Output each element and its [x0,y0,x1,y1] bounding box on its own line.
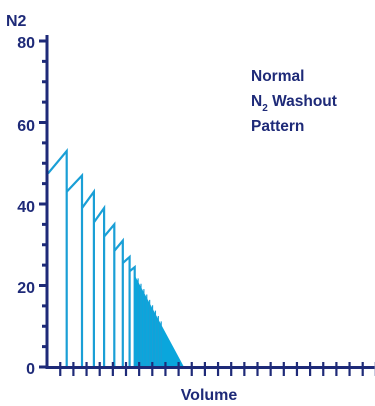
breath-trace-7 [122,254,131,367]
y-tick-minor-35 [42,222,47,226]
y-tick-label-80: 80 [17,35,35,52]
x-tick-1 [59,362,62,376]
axis-layer [39,35,375,376]
breath-trace-4 [93,204,106,367]
x-tick-5 [111,362,114,376]
x-tick-16 [256,362,259,376]
y-tick-label-60: 60 [17,118,35,135]
x-tick-10 [177,362,180,376]
y-tick-minor-55 [42,141,47,145]
y-tick-minor-50 [42,161,47,165]
annotation-washout: Washout [268,93,337,110]
y-tick-minor-70 [42,80,47,84]
breath-trace-6 [113,237,124,367]
y-tick-minor-65 [42,100,47,104]
x-tick-8 [151,362,154,376]
annotation-line-1: Normal [251,68,304,85]
y-tick-major-40 [39,202,47,206]
annotation-line-2: N2 Washout [251,93,337,114]
x-tick-24 [361,362,364,376]
x-tick-3 [85,362,88,376]
x-tick-18 [282,362,285,376]
y-axis-title: N2 [6,13,27,30]
x-tick-7 [138,362,141,376]
x-tick-11 [190,362,193,376]
x-tick-23 [348,362,351,376]
breath-trace-1 [47,147,68,367]
y-tick-major-20 [39,284,47,287]
y-tick-minor-45 [42,182,47,186]
annotation-n: N [251,93,262,110]
y-tick-major-80 [39,39,47,43]
decay-fill-area [134,275,184,367]
x-tick-13 [216,362,220,376]
x-tick-4 [98,362,101,376]
y-tick-label-20: 20 [17,280,35,297]
annotation-line-3: Pattern [251,118,304,135]
y-tick-minor-5 [42,345,47,349]
x-tick-19 [295,362,299,376]
breath-trace-3 [81,188,96,367]
x-tick-22 [335,362,338,376]
y-tick-major-0 [39,365,47,369]
breath-trace-5 [103,221,116,367]
x-axis-title: Volume [181,387,238,404]
x-tick-20 [309,362,312,376]
annotation-subscript: 2 [262,103,268,114]
x-tick-21 [322,362,325,376]
x-tick-12 [203,362,206,376]
y-tick-minor-25 [42,263,47,267]
y-tick-major-60 [39,121,47,124]
x-tick-15 [243,362,246,376]
x-tick-9 [164,362,167,376]
breath-trace-2 [65,172,84,367]
y-tick-minor-75 [42,59,47,63]
x-tick-14 [230,362,233,376]
y-tick-minor-30 [42,243,47,247]
y-tick-label-0: 0 [26,361,35,378]
x-tick-17 [269,362,272,376]
x-axis-line [45,366,375,369]
washout-trace-layer [47,147,184,367]
y-tick-minor-10 [42,324,47,328]
y-tick-label-40: 40 [17,199,35,216]
y-axis-line [45,35,49,369]
y-tick-minor-15 [42,304,47,308]
x-tick-6 [124,362,128,376]
x-tick-2 [72,362,75,376]
